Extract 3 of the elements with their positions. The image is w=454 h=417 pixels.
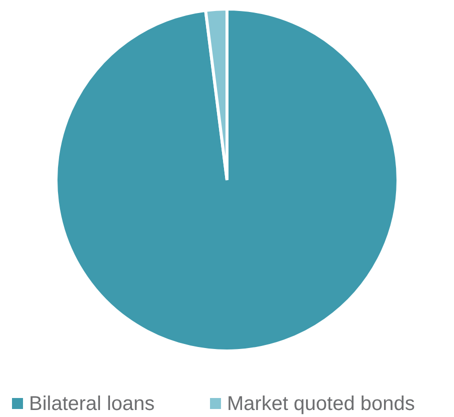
pie-slice bbox=[54, 8, 400, 352]
legend-label: Bilateral loans bbox=[29, 393, 155, 415]
legend-label: Market quoted bonds bbox=[227, 393, 415, 415]
